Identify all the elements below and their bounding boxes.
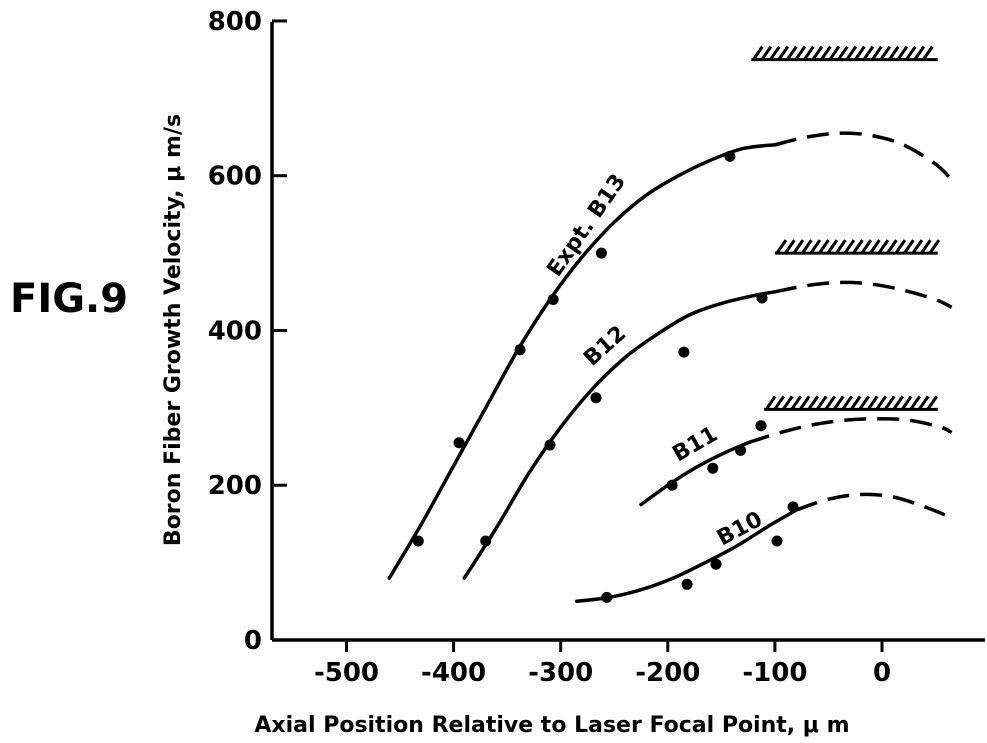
data-point-b12 [590, 392, 602, 404]
data-point-b12 [756, 292, 768, 304]
fit-curve-dashed-b13 [774, 131, 953, 181]
data-point-b13 [547, 294, 559, 305]
x-tick-label: -300 [528, 658, 593, 688]
fit-curve-dashed-b12 [774, 280, 953, 309]
data-point-b12 [678, 346, 690, 358]
fit-curves [387, 131, 953, 604]
upper-limit-hatch-b11 [764, 395, 938, 411]
data-point-b12 [480, 535, 492, 547]
fit-curve-solid-b11 [639, 440, 750, 507]
y-tick-label: 600 [208, 162, 262, 192]
data-point-b11 [735, 444, 747, 456]
axes [270, 22, 985, 642]
data-point-b13 [724, 150, 736, 162]
y-tick-label: 800 [208, 7, 262, 37]
data-point-b11 [755, 420, 767, 432]
data-point-b13 [412, 535, 424, 547]
data-point-b12 [544, 439, 556, 451]
series-label-b13: Expt. B13 [542, 170, 631, 282]
data-point-b13 [595, 247, 607, 259]
data-point-b13 [453, 437, 465, 449]
data-point-b13 [514, 344, 526, 356]
x-tick-label: -400 [421, 658, 486, 688]
x-tick-label: 0 [873, 658, 891, 688]
fit-curve-dashed-b11 [747, 416, 953, 445]
data-point-b10 [771, 535, 783, 547]
series-label-b12: B12 [579, 321, 631, 371]
y-tick-label: 400 [208, 316, 262, 346]
data-point-b10 [710, 558, 722, 570]
upper-limit-hatches [751, 45, 941, 411]
x-tick-label: -500 [314, 658, 379, 688]
x-ticks: -500 -400 -300 -200 -100 0 [314, 640, 891, 688]
x-axis-title: Axial Position Relative to Laser Focal P… [254, 713, 849, 738]
fit-curve-solid-b13 [387, 143, 777, 580]
data-point-b11 [707, 462, 719, 474]
series-label-b11: B11 [669, 422, 723, 467]
data-point-b10 [681, 578, 693, 590]
data-point-b10 [601, 591, 613, 603]
y-axis-title: Boron Fiber Growth Velocity, μ m/s [161, 114, 186, 546]
data-point-b11 [666, 479, 678, 491]
fit-curve-solid-b12 [462, 290, 777, 580]
y-tick-label: 0 [244, 626, 262, 656]
upper-limit-hatch-b13 [751, 45, 938, 62]
upper-limit-hatch-b12 [774, 239, 941, 255]
data-point-b10 [787, 501, 799, 513]
data-points [412, 150, 799, 603]
x-tick-label: -200 [635, 658, 700, 688]
x-tick-label: -100 [742, 658, 807, 688]
fit-curve-dashed-b10 [795, 492, 953, 520]
y-ticks: 0 200 400 600 800 [208, 7, 287, 656]
figure-label: FIG.9 [10, 276, 128, 322]
y-tick-label: 200 [208, 471, 262, 501]
